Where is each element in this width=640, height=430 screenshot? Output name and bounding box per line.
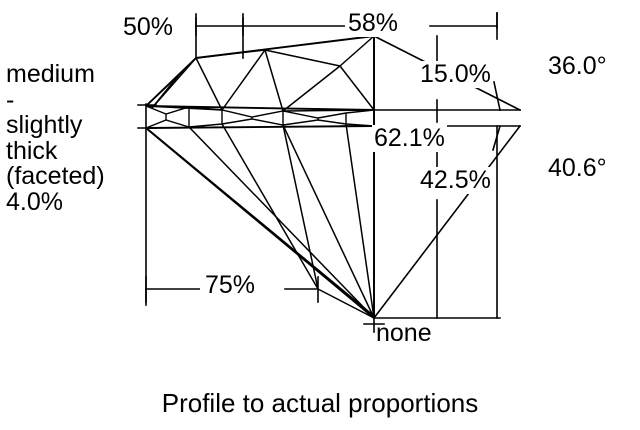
pavilion-lower-girdle-right [317,288,375,319]
pavilion-lower-girdle-center [282,124,375,319]
crown-angle-label: 36.0° [548,52,607,80]
pavilion-main-center [282,124,319,290]
figure-caption: Profile to actual proportions [161,388,479,418]
pavilion-depth-percent-label: 42.5% [418,166,493,194]
girdle-description-label: medium - slightly thick (faceted) 4.0% [6,60,105,216]
crown-ridge-left [151,57,197,109]
crown-upper-girdle-center-right [282,65,341,112]
pavilion-angle-label: 40.6° [548,154,607,182]
pavilion-lower-girdle-left [188,126,375,319]
pavilion-main-left-inner [149,130,375,317]
pavilion-facets [149,123,375,319]
crown-angle-arc-tick [493,81,501,111]
crown-height-percent-label: 15.0% [418,60,493,88]
lower-girdle-percent-label: 75% [200,272,261,299]
outline-girdle-bottom [145,125,375,129]
crown-facets [145,35,375,112]
crown-star-center [195,49,266,59]
table-percent-label: 50% [123,13,174,41]
crown-upper-girdle-center-left [221,49,266,111]
diameter-percent-label: 58% [345,10,402,37]
crown-bezel-main-right [339,65,375,111]
pavilion-angle-arc-tick [492,125,501,151]
pavilion-main-right [345,123,375,319]
crown-bezel-main-left [195,57,223,111]
crown-star-right [339,35,375,67]
girdle-facets [145,105,375,129]
total-depth-percent-label: 62.1% [372,124,447,152]
pavilion-lower-girdle-mid [221,123,319,290]
outline-girdle-top [145,105,375,111]
crown-bezel-main-center [264,49,284,112]
pavilion-angle-ray [372,124,522,320]
crown-upper-girdle-right [282,109,375,112]
crown-bezel-right [264,49,341,67]
crown-star-line-left [145,57,197,107]
culet-label: none [376,319,432,347]
